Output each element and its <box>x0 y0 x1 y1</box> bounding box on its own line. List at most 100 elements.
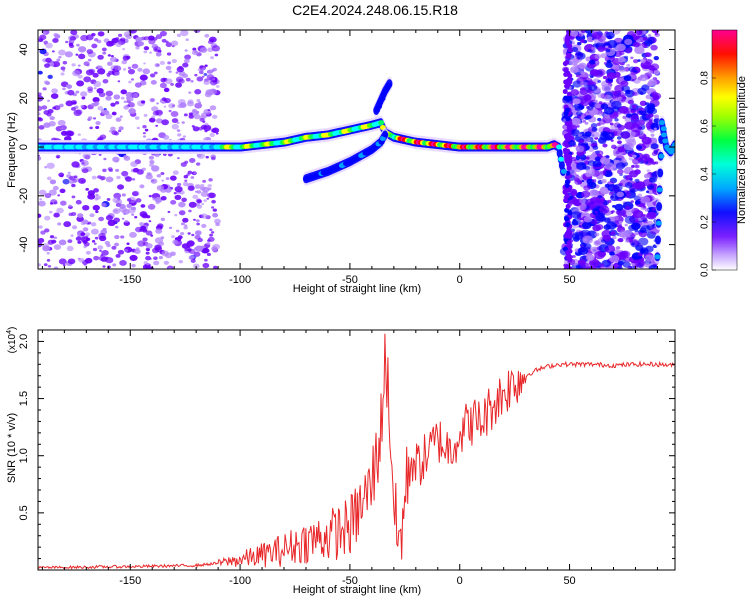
noise-speck <box>113 65 122 72</box>
y-tick-label: 0.5 <box>18 505 30 520</box>
noise-speck <box>98 216 105 222</box>
noise-speck <box>53 244 62 250</box>
noise-speck <box>209 132 215 138</box>
noise-speck <box>564 143 570 149</box>
noise-speck <box>571 220 579 226</box>
noise-speck <box>629 170 639 178</box>
noise-speck <box>618 220 623 224</box>
noise-speck <box>615 246 621 250</box>
noise-speck <box>76 80 85 87</box>
noise-speck <box>43 31 47 35</box>
noise-speck <box>58 239 67 246</box>
noise-speck <box>584 44 595 53</box>
noise-speck <box>135 226 143 233</box>
noise-speck <box>209 228 213 232</box>
y-tick-label: 20 <box>18 92 30 104</box>
noise-speck <box>38 125 45 130</box>
noise-speck <box>49 235 55 239</box>
noise-speck <box>145 251 150 255</box>
noise-speck <box>618 66 626 73</box>
noise-speck <box>60 72 65 76</box>
noise-speck <box>567 121 573 127</box>
noise-speck <box>43 263 48 267</box>
noise-speck <box>572 98 581 105</box>
noise-speck <box>193 171 197 175</box>
noise-speck <box>156 185 164 191</box>
noise-speck <box>149 163 154 167</box>
noise-speck <box>636 145 643 150</box>
noise-speck <box>201 223 207 229</box>
ridge-peak <box>373 107 380 113</box>
noise-speck <box>69 175 76 181</box>
snr-exponent-base: (x10 <box>7 333 18 353</box>
snr-panel: -150 -100 -50 0 50 0.5 1.0 1.5 2.0 Height of st… <box>6 327 676 596</box>
noise-speck <box>603 224 611 231</box>
noise-speck <box>572 80 582 88</box>
noise-speck <box>94 101 100 106</box>
noise-speck <box>86 49 94 55</box>
noise-speck <box>47 109 54 114</box>
noise-speck <box>70 234 74 237</box>
noise-speck <box>634 164 640 169</box>
noise-speck <box>149 73 156 78</box>
noise-speck <box>101 47 107 52</box>
noise-speck <box>565 116 571 122</box>
noise-speck <box>199 65 204 69</box>
noise-speck <box>651 137 658 143</box>
noise-speck <box>153 46 161 53</box>
noise-speck <box>155 124 159 127</box>
noise-speck <box>605 155 610 159</box>
noise-speck <box>115 42 122 48</box>
noise-speck <box>209 105 217 111</box>
noise-speck <box>566 132 572 138</box>
noise-speck <box>197 237 203 243</box>
y-tick-label: 1.0 <box>18 448 30 463</box>
noise-speck <box>587 160 596 167</box>
noise-speck <box>105 215 114 221</box>
noise-speck <box>165 177 170 181</box>
noise-speck <box>202 262 210 269</box>
noise-speck <box>134 216 138 219</box>
noise-speck <box>168 103 176 109</box>
noise-speck <box>64 51 73 58</box>
noise-speck <box>648 119 653 123</box>
noise-speck <box>115 168 120 172</box>
noise-speck <box>139 222 145 226</box>
noise-speck <box>206 74 215 80</box>
noise-speck <box>612 235 617 240</box>
noise-speck <box>204 33 210 38</box>
noise-speck <box>597 46 605 52</box>
noise-speck <box>624 174 633 181</box>
noise-speck <box>640 110 647 116</box>
noise-speck <box>174 237 178 240</box>
noise-speck <box>643 173 651 179</box>
noise-speck <box>44 166 48 169</box>
noise-speck <box>610 100 622 110</box>
noise-speck <box>567 266 573 269</box>
noise-speck <box>585 169 595 177</box>
noise-speck <box>102 265 106 268</box>
noise-speck <box>149 117 156 123</box>
noise-speck <box>617 90 621 93</box>
noise-speck <box>159 60 166 65</box>
noise-speck <box>630 114 640 122</box>
noise-speck <box>167 61 172 65</box>
noise-speck <box>142 213 148 218</box>
noise-speck <box>201 75 205 78</box>
noise-speck <box>115 117 122 122</box>
noise-speck <box>143 36 150 41</box>
noise-speck <box>71 225 78 230</box>
noise-speck <box>564 156 570 162</box>
colorbar-gradient <box>712 30 737 270</box>
noise-speck <box>163 105 167 108</box>
noise-speck <box>211 127 220 134</box>
noise-speck <box>142 68 151 75</box>
noise-speck <box>614 118 619 122</box>
noise-speck <box>176 121 180 125</box>
noise-speck <box>72 101 77 105</box>
noise-speck <box>90 222 97 227</box>
noise-speck <box>156 102 159 105</box>
noise-speck <box>591 31 602 40</box>
noise-speck <box>154 153 160 158</box>
spectrogram-frame <box>37 29 676 270</box>
